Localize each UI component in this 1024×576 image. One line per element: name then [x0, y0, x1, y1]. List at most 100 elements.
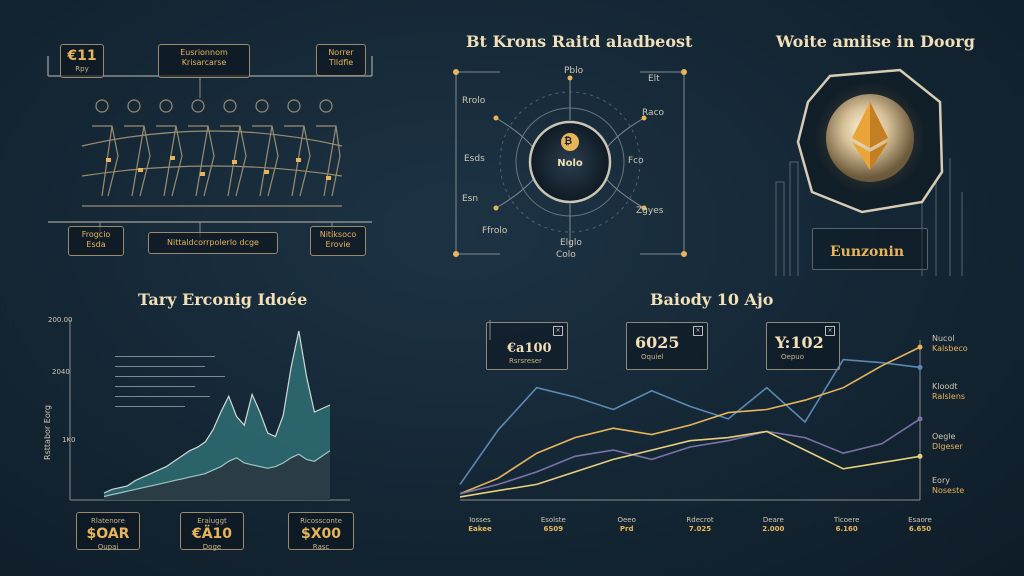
bottom-box-left-line2: Esda: [86, 240, 106, 249]
line-series-0-end-point: [917, 364, 923, 370]
line-chart-title: Baiody 10 Ajo: [650, 290, 774, 309]
stat-1-sub: Oquiel: [641, 353, 664, 361]
area-box-2: Ricossconte $X00 Rasc: [288, 512, 354, 551]
area-box-0-top: Rlatenore: [91, 517, 125, 525]
line-x-label-2: Oeeo Prd: [602, 516, 652, 534]
area-y-axis-label: Rsttabor Eorg: [42, 405, 52, 460]
hub-node-3: Raco: [642, 108, 665, 118]
area-series-1-fill: [104, 450, 330, 500]
area-box-2-top: Ricossconte: [300, 517, 342, 525]
area-series-0-fill: [104, 331, 330, 500]
area-box-1-top: Eraiuggt: [197, 517, 227, 525]
line-x-label-5-top: Ticoere: [833, 516, 860, 524]
eth-title: Woite amiise in Doorg: [776, 32, 975, 51]
badge-sub: Rpy: [75, 65, 89, 73]
legend-2-label: Dlgeser: [932, 442, 963, 451]
legend-3-key: Eory: [932, 476, 950, 485]
stat-box-1: 6025 Oquiel ×: [626, 322, 708, 370]
stat-0-sub: Rsrsreser: [509, 357, 542, 365]
hub-node-10: Colo: [556, 250, 576, 260]
center-header-line1: Eusrionnom: [180, 48, 228, 57]
area-box-0: Rlatenore $OAR Oupai: [76, 512, 140, 551]
hub-node-8: Ffrolo: [482, 226, 508, 236]
right-header-box: Norrer Tlldfle: [316, 44, 366, 76]
legend-1-key: Kloodt: [932, 382, 958, 391]
bottom-box-right-line1: Nitiksoco: [319, 230, 357, 239]
line-x-label-6-value: 6.650: [908, 525, 932, 533]
line-x-label-1: Esolste 6S09: [528, 516, 578, 534]
area-chart: [69, 320, 350, 501]
area-box-0-sub: Oupai: [97, 543, 119, 551]
hub-panel: ₿ Nolo Pblo Elt Rrolo Raco Esds Fco Esn …: [440, 58, 700, 268]
line-series-1: [459, 346, 921, 495]
line-chart: [459, 320, 923, 501]
line-x-label-3-value: 7.025: [688, 525, 712, 533]
area-box-2-sub: Rasc: [312, 543, 330, 551]
area-box-1-sub: Doge: [202, 543, 222, 551]
badge-value: €11: [67, 48, 97, 64]
line-x-label-0-top: Iosses: [469, 516, 491, 524]
hub-node-4: Esds: [464, 154, 485, 164]
bottom-box-left: Frogcio Esda: [68, 226, 124, 256]
legend-1-label: Ralslens: [932, 392, 966, 401]
area-box-2-value: $X00: [300, 526, 342, 542]
area-y-tick-1: 2040: [52, 368, 70, 376]
coin-icon: ₿: [564, 136, 573, 147]
center-header-line2: Krisarcarse: [181, 58, 227, 67]
stat-0-close-icon[interactable]: ×: [553, 326, 563, 336]
line-x-label-2-value: Prd: [619, 525, 634, 533]
eth-label: Eunzonin: [830, 244, 904, 260]
legend-2-key: Oegle: [932, 432, 956, 441]
eth-panel: Eunzonin: [772, 62, 968, 276]
line-series-1-end-point: [917, 344, 923, 350]
line-series-3: [459, 430, 921, 498]
hub-node-7: Zgyes: [636, 206, 664, 216]
hub-node-9: Elglo: [560, 238, 582, 248]
line-x-label-3-top: Rdecrot: [686, 516, 714, 524]
bottom-box-center: Nittaldcorrpolerlo dcge: [148, 232, 278, 254]
legend-item-1: Kloodt Ralslens: [932, 382, 965, 402]
stat-2-close-icon[interactable]: ×: [825, 326, 835, 336]
legend-3-label: Noseste: [932, 486, 965, 495]
line-x-label-3: Rdecrot 7.025: [675, 516, 725, 534]
line-x-label-1-value: 6S09: [543, 525, 564, 533]
figures-illustration: [81, 99, 343, 207]
legend-0-key: Nucol: [932, 334, 955, 343]
hub-title: Bt Krons Raitd aladbeost: [466, 32, 693, 51]
line-x-label-5: Ticoere 6.160: [822, 516, 872, 534]
area-y-tick-2: 1K0: [62, 436, 76, 444]
area-y-tick-0: 200.00: [48, 316, 73, 324]
bottom-box-center-line1: Nittaldcorrpolerlo dcge: [167, 238, 259, 247]
eth-graphic: [775, 68, 963, 276]
stat-1-close-icon[interactable]: ×: [693, 326, 703, 336]
eth-label-box: [812, 228, 928, 270]
legend-item-0: Nucol Kalsbeco: [932, 334, 968, 354]
hub-node-6: Esn: [462, 194, 479, 204]
stat-2-sub: Oepuo: [781, 353, 804, 361]
area-chart-title: Tary Erconig Idoée: [138, 290, 308, 309]
badge-box: €11 Rpy: [60, 44, 104, 78]
legend-item-2: Oegle Dlgeser: [932, 432, 963, 452]
bottom-box-right: Nitiksoco Erovie: [310, 226, 366, 256]
hub-graphic: [453, 69, 687, 257]
line-x-label-2-top: Oeeo: [617, 516, 636, 524]
line-x-label-6-top: Esaore: [908, 516, 932, 524]
line-series-0: [459, 358, 921, 485]
line-x-label-1-top: Esolste: [540, 516, 566, 524]
line-series-2: [459, 418, 921, 495]
hub-node-2: Rrolo: [462, 96, 486, 106]
line-x-label-5-value: 6.160: [835, 525, 858, 533]
line-x-label-4-value: 2.000: [762, 525, 785, 533]
area-box-0-value: $OAR: [86, 526, 130, 542]
line-x-label-4-top: Deare: [762, 516, 784, 524]
area-chart-dotted-grid: [115, 356, 225, 407]
legend-item-3: Eory Noseste: [932, 476, 964, 496]
center-header-box: Eusrionnom Krisarcarse: [158, 44, 250, 78]
bottom-box-right-line2: Erovie: [325, 240, 351, 249]
line-series-2-end-point: [917, 416, 923, 422]
stat-1-value: 6025: [635, 333, 680, 352]
line-x-label-6: Esaore 6.650: [895, 516, 945, 534]
legend-0-label: Kalsbeco: [932, 344, 968, 353]
stat-2-value: Y:102: [775, 333, 824, 352]
hub-node-0: Pblo: [564, 66, 584, 76]
